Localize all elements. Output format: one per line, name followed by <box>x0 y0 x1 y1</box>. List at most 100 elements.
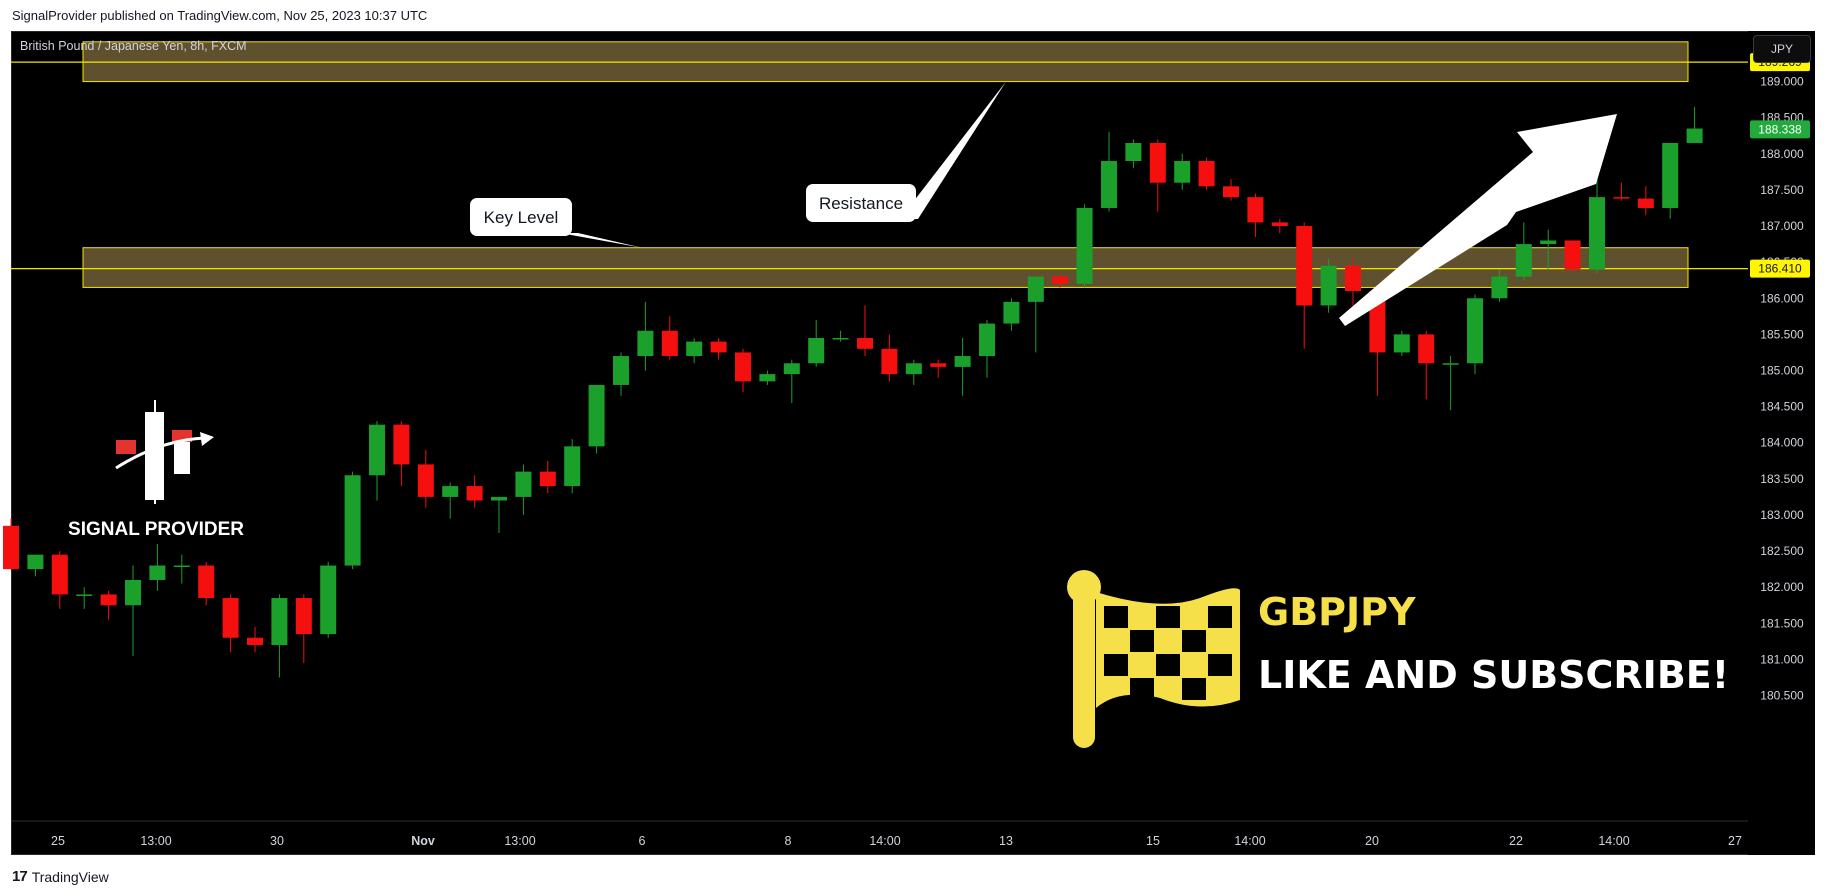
candle-body <box>1296 226 1313 306</box>
price-tick-label: 189.000 <box>1760 75 1804 89</box>
candle-body <box>783 363 800 375</box>
candle-body <box>1686 128 1703 143</box>
candle-body <box>1247 197 1264 223</box>
price-tick-label: 185.000 <box>1760 364 1804 378</box>
candle-body <box>832 337 849 340</box>
price-tick-label: 187.000 <box>1760 219 1804 233</box>
time-tick-label: 8 <box>785 834 792 848</box>
candle-body <box>759 374 776 382</box>
time-tick-label: 15 <box>1146 834 1160 848</box>
time-tick-label: 13:00 <box>504 834 535 848</box>
candle-body <box>51 554 68 595</box>
candle-body <box>1613 197 1630 199</box>
price-tick-label: 188.000 <box>1760 147 1804 161</box>
time-tick-label: 25 <box>51 834 65 848</box>
candle-body <box>564 446 581 487</box>
price-tick-label: 181.500 <box>1760 616 1804 630</box>
price-tick-label: 184.000 <box>1760 436 1804 450</box>
candle-body <box>1589 197 1605 270</box>
candle-body <box>930 363 947 367</box>
price-tick-label: 183.500 <box>1760 472 1804 486</box>
signal-provider-logo-icon <box>115 400 214 504</box>
candle-body <box>1418 334 1435 364</box>
candle-body <box>1174 161 1191 183</box>
candle-body <box>905 363 922 375</box>
candle-body <box>1101 161 1117 208</box>
price-tick-label: 182.500 <box>1760 544 1804 558</box>
time-tick-label: 13 <box>999 834 1013 848</box>
time-tick-label: 14:00 <box>1598 834 1629 848</box>
candle-body <box>1467 298 1483 364</box>
footer-brand: TradingView <box>31 868 109 885</box>
candle-body <box>1027 276 1044 302</box>
candle-body <box>344 475 361 566</box>
candle-body <box>173 565 190 568</box>
footer[interactable]: 17 TradingView <box>12 868 109 885</box>
candle-body <box>442 486 459 497</box>
candle-body <box>198 565 215 599</box>
price-tick-label: 185.500 <box>1760 327 1804 341</box>
candle-body <box>1662 142 1679 208</box>
annotations-layer: Key Level Resistance <box>470 81 1617 326</box>
candle-body <box>27 554 44 570</box>
candle-body <box>369 424 385 476</box>
candle-body <box>247 637 263 645</box>
candle-body <box>466 486 483 501</box>
candle-body <box>1198 161 1215 187</box>
price-tick-label: 187.500 <box>1760 183 1804 197</box>
symbol-label: British Pound / Japanese Yen, 8h, FXCM <box>20 39 247 53</box>
checkered-flag-icon <box>1067 570 1240 748</box>
time-axis: 25 13:00 30 Nov 13:00 6 8 14:00 13 15 14:00 20 22 14:… <box>11 820 1748 848</box>
candle-body <box>1393 334 1410 353</box>
candle-body <box>295 598 312 635</box>
candle-body <box>735 352 751 382</box>
candle-body <box>1271 222 1288 227</box>
time-tick-label: 6 <box>639 834 646 848</box>
candle-body <box>1491 276 1508 299</box>
time-tick-label: 14:00 <box>1234 834 1265 848</box>
brand-name-text: SIGNAL PROVIDER <box>68 519 244 540</box>
time-tick-label: 20 <box>1365 834 1379 848</box>
candle-body <box>881 348 898 375</box>
price-axis-bg <box>1748 31 1815 855</box>
candle-body <box>1149 142 1166 183</box>
candle-body <box>1320 265 1337 306</box>
candle-body <box>1223 186 1239 198</box>
candle-body <box>1564 240 1581 270</box>
price-marker-text: 188.338 <box>1758 122 1802 136</box>
candle-body <box>710 341 727 353</box>
key-level-callout-box <box>470 198 572 236</box>
candle-body <box>222 598 239 638</box>
candle-body <box>149 565 166 580</box>
candle-body <box>857 337 873 349</box>
tradingview-logo-icon: 17 <box>12 868 28 885</box>
resistance-callout-pointer <box>900 81 1006 219</box>
candles-layer <box>3 106 1703 678</box>
candle-body <box>686 341 703 357</box>
candle-body <box>1076 207 1093 284</box>
candle-body <box>76 594 93 596</box>
key-level-callout-pointer <box>560 233 642 248</box>
key-level-callout-text: Key Level <box>484 208 559 227</box>
resistance-callout-text: Resistance <box>819 194 903 213</box>
candle-body <box>271 598 288 645</box>
candle-body <box>1442 363 1459 365</box>
candle-body <box>393 424 410 465</box>
price-marker-text: 186.410 <box>1758 262 1802 276</box>
candle-body <box>491 496 507 501</box>
candle-body <box>979 323 995 357</box>
price-marker <box>1750 120 1810 139</box>
candle-body <box>515 471 532 497</box>
candle-body <box>1637 198 1654 208</box>
candle-body <box>1052 276 1069 284</box>
candle-body <box>1003 301 1020 324</box>
currency-button[interactable]: JPY <box>1753 35 1811 63</box>
candle-body <box>539 471 556 487</box>
candle-body <box>808 337 825 364</box>
zones-layer <box>11 41 1748 288</box>
price-tick-label: 184.500 <box>1760 400 1804 414</box>
candle-body <box>613 356 629 385</box>
candle-body <box>637 330 654 357</box>
promo-layer: SIGNAL PROVIDER GBPJPY LIKE AND SUBSCRIBE! <box>68 400 1729 748</box>
